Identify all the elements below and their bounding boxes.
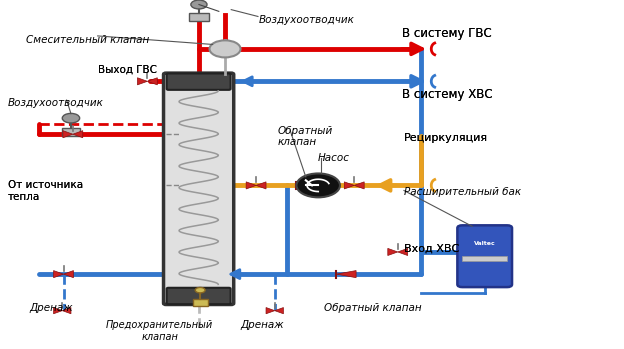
Bar [62,128,80,136]
Text: В систему ХВС: В систему ХВС [402,88,493,101]
FancyBboxPatch shape [457,225,512,287]
Text: От источника
тепла: От источника тепла [7,180,83,202]
Bar [462,256,507,261]
Polygon shape [354,182,364,189]
Text: В систему ГВС: В систему ГВС [402,27,492,40]
Text: Вход ХВС: Вход ХВС [404,243,459,253]
Text: Воздухоотводчик: Воздухоотводчик [7,98,104,109]
Polygon shape [54,270,64,278]
Text: Вход ХВС: Вход ХВС [404,243,459,253]
Polygon shape [246,182,256,189]
Polygon shape [63,131,73,138]
Polygon shape [296,182,316,189]
Polygon shape [275,307,283,314]
Text: Предохранительный
клапан: Предохранительный клапан [106,320,213,342]
FancyBboxPatch shape [167,288,231,304]
Polygon shape [62,307,71,314]
Circle shape [210,40,241,58]
Text: Рециркуляция: Рециркуляция [404,133,488,142]
Text: Рециркуляция: Рециркуляция [0,348,1,349]
Circle shape [62,113,80,123]
Text: Дренаж: Дренаж [29,303,73,313]
Polygon shape [256,182,266,189]
Text: От источника
тепла: От источника тепла [0,348,1,349]
Text: Обратный
клапан: Обратный клапан [278,126,333,147]
Polygon shape [137,78,147,85]
Circle shape [296,173,340,197]
Text: В систему ХВС: В систему ХВС [402,88,493,101]
Circle shape [191,0,207,9]
Text: Насос: Насос [318,153,350,163]
Polygon shape [54,307,62,314]
Text: От источника
тепла: От источника тепла [7,180,83,202]
Text: Обратный клапан: Обратный клапан [324,303,422,313]
Polygon shape [147,78,157,85]
Polygon shape [397,248,407,255]
Text: В систему ГВС: В систему ГВС [0,348,1,349]
Text: Расширительный бак: Расширительный бак [404,187,521,197]
Text: В систему ГВС: В систему ГВС [402,27,492,40]
Bar [193,299,208,306]
Text: Valtec: Valtec [474,241,495,246]
Polygon shape [344,182,354,189]
Polygon shape [73,131,83,138]
Text: Выход ГВС: Выход ГВС [98,64,157,74]
Text: Дренаж: Дренаж [240,320,284,330]
Polygon shape [388,248,397,255]
Text: Выход ГВС: Выход ГВС [0,348,1,349]
Circle shape [195,288,205,293]
Text: Рециркуляция: Рециркуляция [404,133,488,142]
Text: Выход ГВС: Выход ГВС [98,64,157,74]
Polygon shape [336,270,356,278]
Polygon shape [64,270,74,278]
FancyBboxPatch shape [167,73,231,90]
Polygon shape [266,307,275,314]
Bar [189,13,209,21]
Text: В систему ХВС: В систему ХВС [0,348,1,349]
Text: Смесительный клапан: Смесительный клапан [26,35,150,45]
Text: Воздухоотводчик: Воздухоотводчик [259,15,355,25]
FancyBboxPatch shape [163,73,234,305]
Text: Вход ХВС: Вход ХВС [0,348,1,349]
